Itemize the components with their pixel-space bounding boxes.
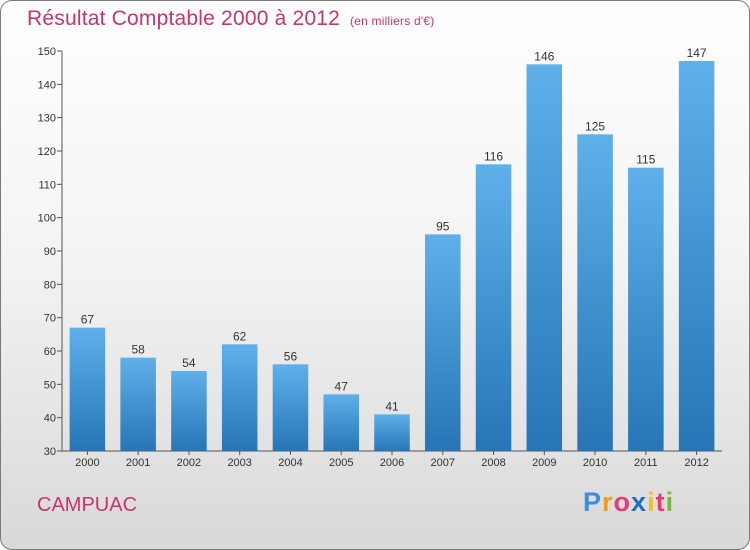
bar-value-label: 41 — [385, 399, 399, 413]
commune-name: CAMPUAC — [37, 494, 138, 516]
bar-value-label: 95 — [436, 219, 450, 233]
bar — [69, 327, 106, 451]
brand-letter: P — [583, 487, 603, 517]
bar — [577, 134, 613, 452]
y-tick-label: 90 — [44, 246, 56, 258]
y-tick-label: 150 — [38, 46, 56, 58]
bar — [526, 64, 563, 452]
y-tick-label: 50 — [44, 379, 56, 391]
bar — [628, 167, 664, 451]
x-tick-label: 2007 — [431, 457, 455, 469]
y-tick-label: 100 — [38, 213, 56, 225]
y-tick-label: 40 — [44, 413, 56, 425]
x-tick-label: 2002 — [177, 457, 201, 469]
brand-letter: t — [655, 487, 666, 517]
y-tick-label: 30 — [44, 446, 56, 458]
proxiti-logo: Proxiti — [583, 487, 674, 518]
bar — [221, 344, 258, 451]
bar — [374, 414, 410, 451]
x-tick-label: 2011 — [634, 457, 658, 469]
bar — [323, 394, 359, 451]
bar-value-label: 54 — [182, 356, 196, 370]
bar — [120, 357, 156, 451]
bar-value-label: 116 — [484, 149, 503, 163]
bar-value-label: 125 — [585, 119, 605, 133]
x-tick-label: 2000 — [75, 457, 99, 469]
x-tick-label: 2008 — [481, 457, 505, 469]
brand-letter: i — [647, 487, 656, 517]
x-tick-label: 2004 — [278, 457, 302, 469]
y-tick-label: 70 — [44, 313, 56, 325]
brand-letter: r — [602, 487, 614, 517]
x-tick-label: 2006 — [380, 457, 404, 469]
brand-letter: o — [613, 487, 632, 517]
y-tick-label: 130 — [38, 113, 56, 125]
bar-value-label: 146 — [534, 49, 554, 63]
y-tick-label: 80 — [44, 279, 56, 291]
bar-value-label: 62 — [233, 329, 247, 343]
x-tick-label: 2010 — [583, 457, 607, 469]
x-tick-label: 2001 — [126, 457, 150, 469]
bar-value-label: 67 — [81, 313, 95, 327]
brand-letter: i — [665, 487, 675, 517]
brand-letter: x — [631, 487, 648, 517]
bar — [678, 61, 715, 451]
bar-value-label: 58 — [131, 343, 145, 357]
x-tick-label: 2012 — [684, 457, 708, 469]
bar-value-label: 47 — [335, 379, 349, 393]
bar-value-label: 147 — [687, 46, 707, 60]
y-tick-label: 110 — [38, 179, 56, 191]
bar — [272, 364, 309, 451]
y-tick-label: 120 — [38, 146, 56, 158]
bar-value-label: 56 — [284, 349, 298, 363]
chart-title: Résultat Comptable 2000 à 2012 — [27, 7, 341, 30]
y-tick-label: 60 — [44, 346, 56, 358]
chart-subtitle: (en milliers d'€) — [350, 14, 435, 28]
x-tick-label: 2009 — [532, 457, 556, 469]
bar — [171, 371, 207, 451]
bar — [425, 234, 461, 451]
y-tick-label: 140 — [38, 79, 56, 91]
bar-value-label: 115 — [636, 153, 655, 167]
x-tick-label: 2003 — [227, 457, 251, 469]
x-tick-label: 2005 — [329, 457, 353, 469]
chart-title-row: Résultat Comptable 2000 à 2012 (en millie… — [27, 7, 434, 31]
bar — [475, 164, 512, 452]
